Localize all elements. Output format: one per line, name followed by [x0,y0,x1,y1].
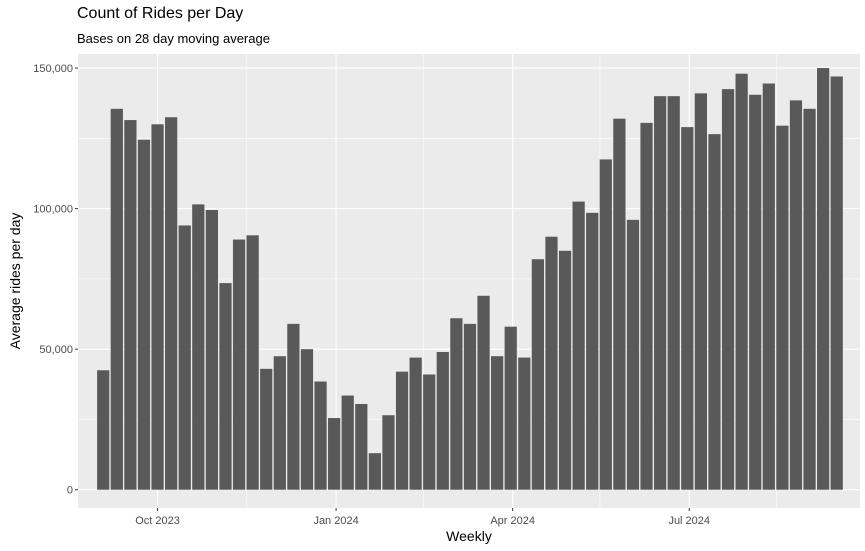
bar [192,204,205,490]
bar [721,89,735,490]
bar [355,403,368,490]
bar [491,356,504,490]
bar [137,139,151,490]
bar [504,326,517,490]
x-tick-label: Jul 2024 [668,515,710,527]
bar [124,120,137,490]
bar [477,295,490,490]
bar [708,134,721,490]
bar [178,225,191,490]
x-tick-label: Oct 2023 [135,515,180,527]
bar [586,212,599,490]
bar [681,127,694,490]
chart-title: Count of Rides per Day [77,5,244,22]
bar [789,100,803,490]
bar [341,395,354,490]
bar [368,453,382,490]
bar [463,323,477,490]
bar [599,159,612,490]
y-tick-label: 150,000 [33,63,73,75]
chart-subtitle: Bases on 28 day moving average [77,31,270,46]
x-axis-title: Weekly [446,528,492,544]
bar [518,357,531,490]
bar [300,349,314,490]
bar [694,93,707,490]
bar [232,239,246,490]
bar [545,236,558,490]
y-tick-label: 0 [67,485,73,497]
bar [328,418,341,490]
bar [626,219,640,490]
bar [110,108,123,490]
bar [803,108,816,490]
bar [640,122,653,490]
bar [749,94,762,490]
bar [762,83,775,490]
bar [572,201,585,490]
bar [382,415,395,490]
bar [409,357,422,490]
bar [613,118,626,490]
bar [97,370,110,490]
bar [151,124,164,490]
x-axis: Oct 2023 Jan 2024 Apr 2024 Jul 2024 [135,508,710,527]
y-tick-label: 50,000 [39,344,73,356]
bar [219,283,232,490]
bar [735,73,748,490]
bar [395,371,409,490]
bar [817,68,830,490]
x-tick-label: Apr 2024 [490,515,535,527]
bar [205,210,219,490]
bar [531,259,544,490]
bar [830,76,843,490]
bar [776,125,789,490]
bar [273,356,286,490]
y-axis-title: Average rides per day [7,213,23,350]
bar [667,96,680,490]
x-tick-label: Jan 2024 [313,515,358,527]
bar [423,374,436,490]
bars [97,68,843,490]
y-tick-label: 100,000 [33,204,73,216]
bar [436,351,449,490]
bar [654,96,667,490]
bar [165,117,178,490]
bar [287,323,300,490]
bar [558,250,572,490]
bar [246,235,259,490]
bar [314,381,327,490]
bar [260,368,273,490]
bar [450,318,463,490]
y-axis: 0 50,000 100,000 150,000 [33,63,78,497]
